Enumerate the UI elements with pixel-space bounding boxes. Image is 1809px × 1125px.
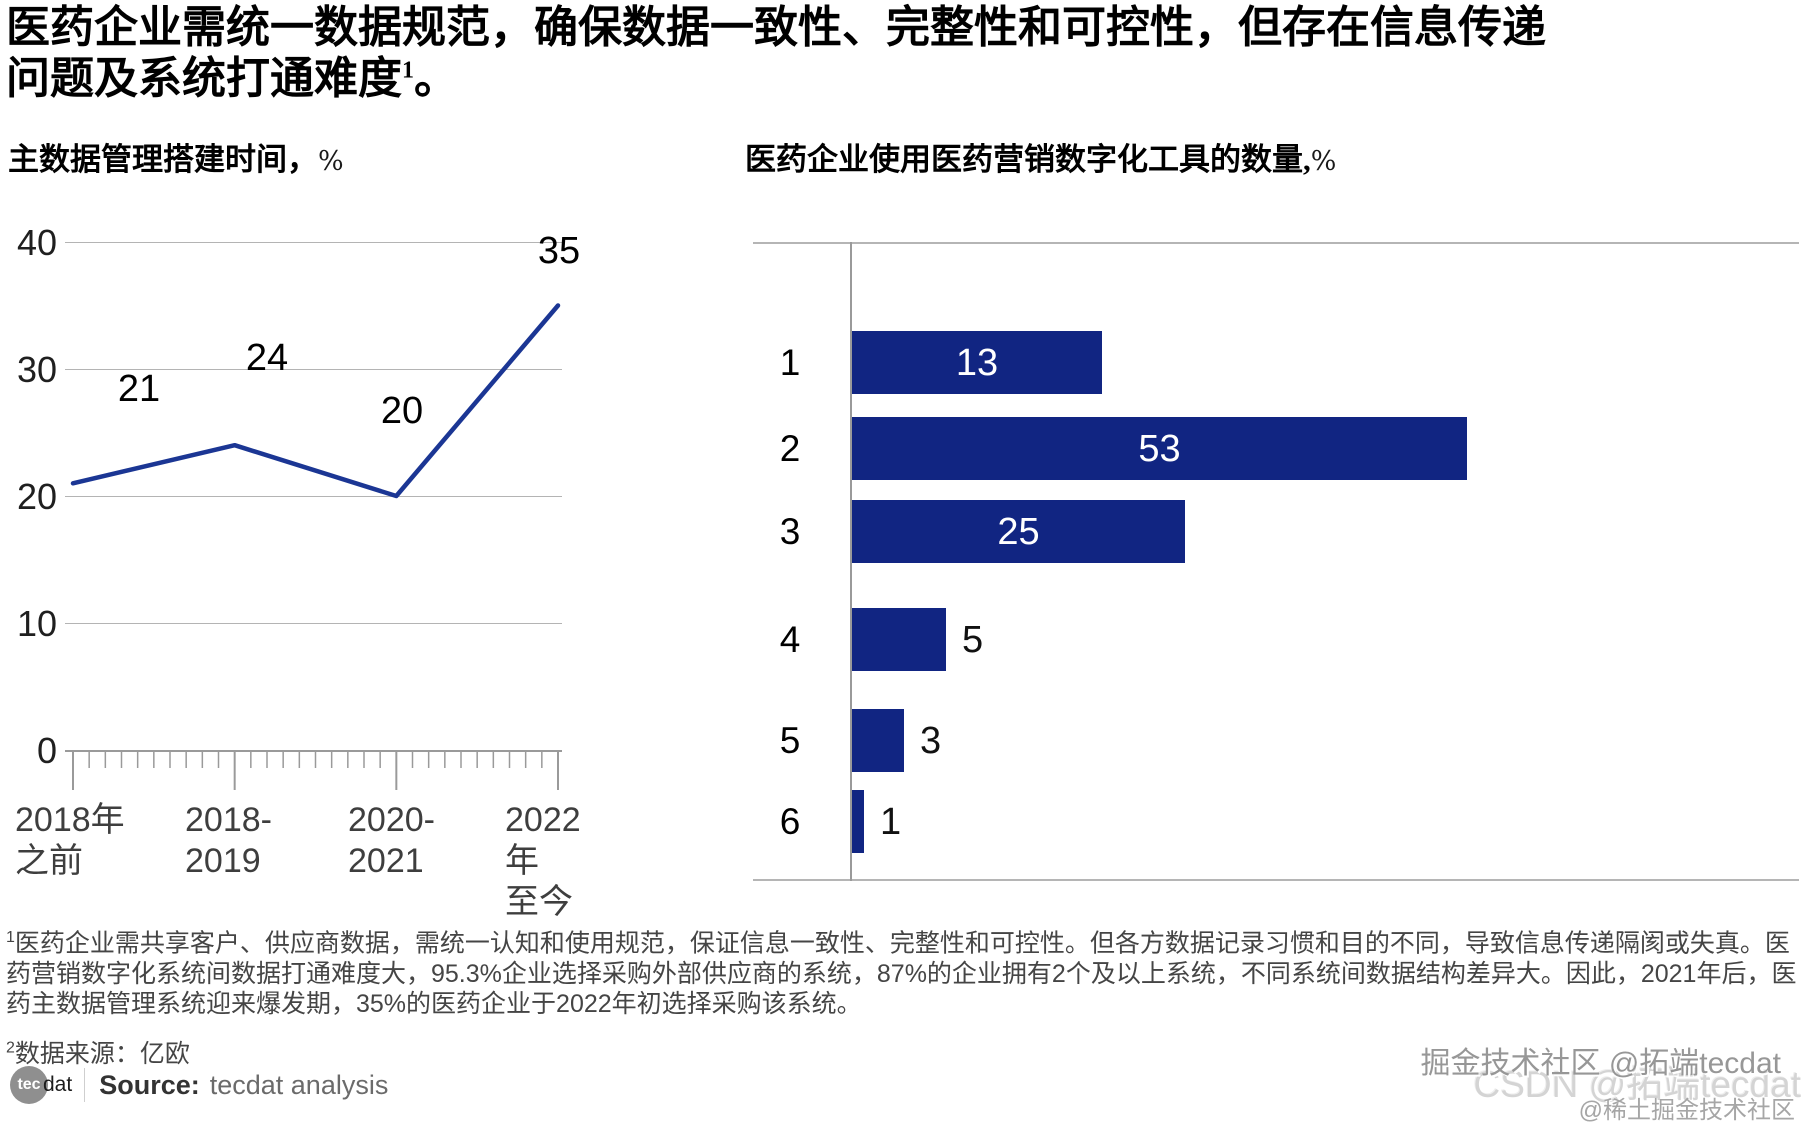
page-title: 医药企业需统一数据规范，确保数据一致性、完整性和可控性，但存在信息传递问题及系统…: [6, 2, 1586, 104]
gridline: [65, 241, 562, 243]
footnote-1-text: 医药企业需共享客户、供应商数据，需统一认知和使用规范，保证信息一致性、完整性和可…: [6, 929, 1797, 1019]
source-divider: [84, 1068, 86, 1102]
y-axis-tick-label: 20: [16, 476, 57, 517]
gridline: [65, 495, 562, 497]
watermark-juejin-tecdat: 掘金技术社区 @拓端tecdat: [1420, 1047, 1781, 1080]
y-axis-tick-label: 10: [16, 603, 57, 644]
footnote-2: 2数据来源：亿欧: [6, 1034, 190, 1070]
bar-chart-bottom-border: [753, 879, 1799, 881]
bar-chart-unit: %: [1310, 146, 1337, 177]
bar-value-label: 1: [880, 801, 902, 843]
bar-value-label: 3: [920, 720, 942, 762]
y-axis-tick-label: 40: [16, 222, 57, 263]
line-chart-title: 主数据管理搭建时间，%: [8, 134, 344, 179]
source-label: Source:: [99, 1069, 200, 1100]
footnote-2-text: 数据来源：亿欧: [14, 1040, 190, 1068]
trend-line: [70, 303, 561, 499]
footnote-1-marker: 1: [6, 929, 15, 946]
bar-chart: 1 13 2 53 3 25 4 5 5 3 6 1: [700, 242, 1809, 881]
bar: [852, 500, 1185, 563]
bar-chart-title: 医药企业使用医药营销数字化工具的数量,%: [745, 134, 1336, 179]
bar-value-label: 5: [962, 619, 984, 661]
bar-value-label: 53: [1138, 428, 1181, 470]
bar-value-label: 25: [997, 511, 1040, 553]
page-title-tail: 。: [414, 54, 458, 104]
bar-chart-top-border: [753, 242, 1799, 244]
bar: [852, 790, 864, 853]
bar-category-label: 5: [779, 720, 801, 761]
page-title-text: 医药企业需统一数据规范，确保数据一致性、完整性和可控性，但存在信息传递问题及系统…: [6, 3, 1546, 104]
footnote-1: 1医药企业需共享客户、供应商数据，需统一认知和使用规范，保证信息一致性、完整性和…: [6, 928, 1798, 1020]
bar: [852, 608, 946, 671]
gridline: [65, 368, 562, 370]
bar: [852, 709, 904, 772]
x-category-label: 2018- 2019: [185, 801, 272, 880]
line-chart-title-text: 主数据管理搭建时间，: [8, 142, 318, 177]
bar-category-label: 4: [779, 619, 801, 660]
bar-category-label: 2: [779, 428, 801, 469]
bar-category-label: 1: [779, 342, 801, 383]
y-axis-tick-label: 0: [36, 730, 57, 771]
x-category-label: 2020- 2021: [348, 801, 435, 880]
line-chart: 40 30 20 10 0 21 24 20 35 2018年 之前 2018- 2019 2020- 20…: [0, 195, 581, 925]
bar-category-label: 3: [779, 511, 801, 552]
page-title-footnote-marker: 1: [402, 57, 414, 84]
tecdat-logo-icon: tec: [10, 1066, 48, 1104]
line-data-label: 20: [380, 390, 424, 432]
bar-value-label: 13: [955, 342, 999, 384]
bar: [852, 417, 1467, 480]
line-chart-unit: %: [318, 146, 344, 177]
bar-category-label: 6: [779, 801, 801, 842]
tecdat-logo-text: dat: [43, 1073, 73, 1096]
bar: [852, 331, 1102, 394]
footnote-2-marker: 2: [6, 1039, 15, 1057]
y-axis-tick-label: 30: [16, 349, 57, 390]
watermark-csdn: CSDN @拓端tecdat: [1473, 1064, 1801, 1105]
x-category-label: 2022年 至今: [505, 801, 581, 921]
source-row: tec dat Source: tecdat analysis: [10, 1066, 388, 1104]
line-data-label: 24: [245, 337, 289, 379]
x-category-label: 2018年 之前: [15, 801, 125, 880]
bar-chart-axis-line: [850, 242, 852, 881]
x-axis-ruler: [65, 750, 562, 790]
bar-chart-title-text: 医药企业使用医药营销数字化工具的数量,: [745, 142, 1311, 177]
watermark-xitu: @稀土掘金技术社区: [1578, 1097, 1795, 1124]
source-text: tecdat analysis: [209, 1069, 389, 1100]
line-data-label: 35: [537, 230, 581, 272]
gridline: [65, 622, 562, 624]
line-data-label: 21: [117, 368, 161, 410]
